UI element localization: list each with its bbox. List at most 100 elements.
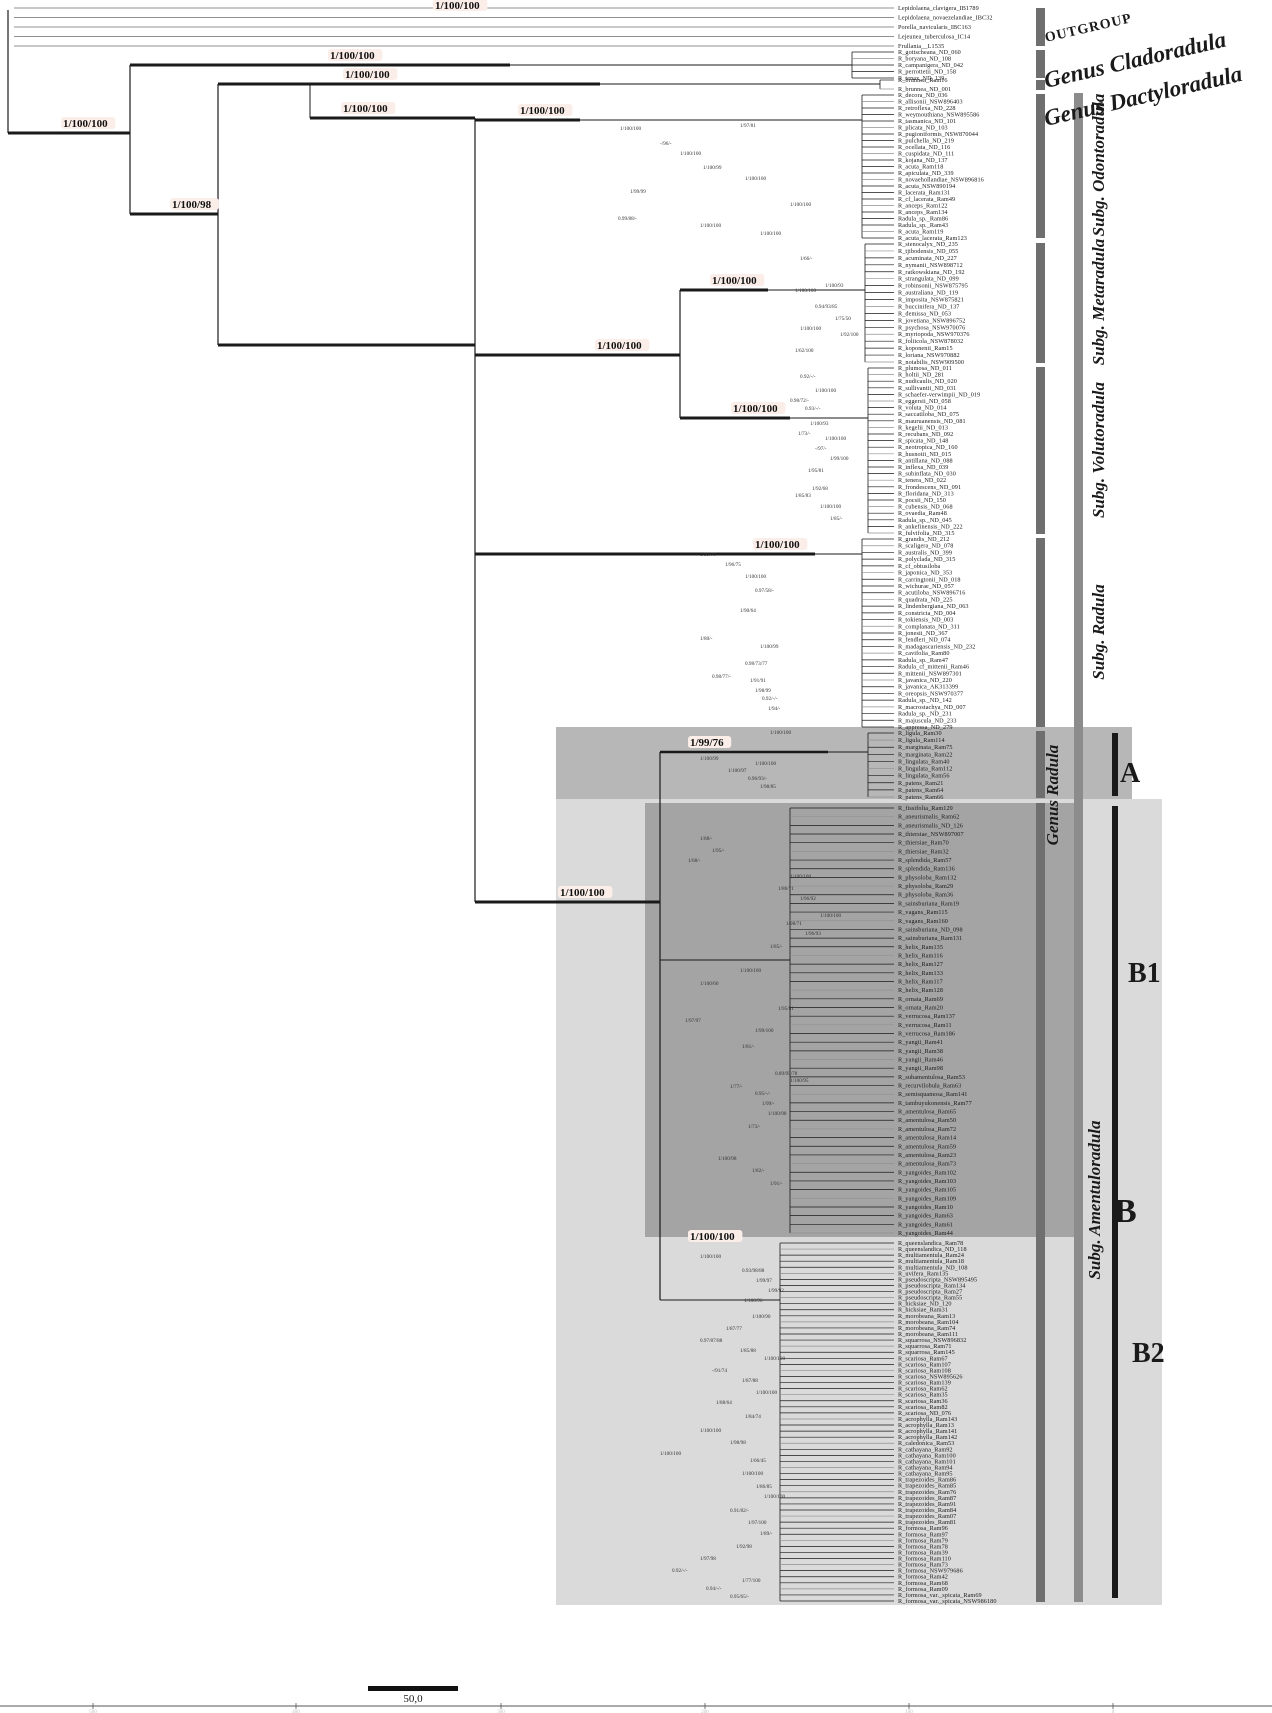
tip-label: R_anceps_Ram134 (898, 209, 948, 216)
support-value: 0.98/72/- (790, 398, 809, 404)
tip-label: R_scariosa_NSW895626 (898, 1373, 963, 1380)
tip-label: Radula_sp._Ram86 (898, 216, 948, 223)
tip-label: R_fissifolia_Ram129 (898, 805, 953, 812)
tip-label: R_macrostachya_ND_007 (898, 704, 966, 711)
tip-label: R_myriopoda_NSW970376 (898, 331, 970, 338)
subg-volutoradula-label: Subg. Volutoradula (1089, 381, 1108, 518)
tip-label: R_brunnea_ND_001 (898, 86, 951, 93)
tip-label: R_vagans_Ram160 (898, 918, 948, 925)
tip-label: R_amentulosa_Ram72 (898, 1126, 956, 1133)
support-value: 0.97/87/88 (700, 1338, 723, 1344)
support-value: 1/68/- (688, 858, 701, 864)
support-value: 1/98/71 (786, 921, 802, 927)
support-value: 1/85/83 (795, 493, 811, 499)
tip-label: R_trapezoides_Ram76 (898, 1489, 956, 1496)
tip-label: R_splendida_Ram57 (898, 857, 952, 864)
support-value: 1/73/- (798, 431, 811, 437)
tip-label: R_subinflata_ND_030 (898, 471, 956, 478)
tip-label: R_pseudoscripta_Ram134 (898, 1282, 966, 1289)
support-value: 1/95/81 (808, 468, 824, 474)
subgenus-bar (1036, 538, 1045, 727)
tip-label: R_queenslandica_Ram78 (898, 1240, 963, 1247)
subgenus-bar (1036, 80, 1045, 90)
tip-label: R_thiersiae_Ram32 (898, 848, 949, 855)
tip-label: R_javanica_AK313399 (898, 684, 958, 691)
tip-label: R_pulchella_ND_219 (898, 138, 954, 145)
tip-label: R_physoloba_Ram132 (898, 874, 957, 881)
genus-radula-label: Genus Radula (1043, 744, 1062, 845)
tip-label: R_jonesii_ND_367 (898, 630, 948, 637)
tip-label: R_squarrosa_Ram71 (898, 1343, 952, 1350)
tip-label: R_plumosa_ND_011 (898, 365, 952, 372)
tip-label: R_formosa_Ram110 (898, 1556, 951, 1563)
support-value: 1/100/100 (745, 574, 766, 580)
tip-label: R_loriana_NSW970882 (898, 352, 960, 359)
tip-label: R_perrottetii_ND_158 (898, 69, 956, 76)
tip-label: R_caledonica_Ram53 (898, 1440, 954, 1447)
subgenus-bar (1036, 50, 1045, 78)
tip-label: R_javanica_ND_220 (898, 677, 952, 684)
tip-label: R_fendleri_ND_074 (898, 637, 951, 644)
tip-label: R_formosa_Ram97 (898, 1531, 948, 1538)
tip-label: R_lacerata_Ram131 (898, 190, 950, 197)
tip-label: R_lindenbergiana_ND_063 (898, 603, 969, 610)
support-value: 1/100/100 (795, 288, 816, 294)
tip-label: R_acrophylla_Ram142 (898, 1434, 957, 1441)
tip-label: R_kegelii_ND_013 (898, 424, 948, 431)
subg-odontoradula-label: Subg. Odontoradula (1089, 93, 1108, 236)
tip-label: R_formosa_var._spicata_Ram69 (898, 1592, 982, 1599)
support-value: 1/96/92 (800, 896, 816, 902)
support-value-bold: 1/100/100 (330, 50, 375, 62)
tip-label: R_helix_Ram135 (898, 944, 943, 951)
tip-label: R_tasmanica_ND_101 (898, 118, 956, 125)
support-halo (343, 68, 398, 80)
subg-radula-label: Subg. Radula (1089, 584, 1108, 680)
bottom-ruler: 500 400 300 200 100 0 (0, 1703, 1272, 1713)
support-value: 1/99/99 (630, 189, 646, 195)
tip-label: R_aneurismalis_ND_126 (898, 822, 963, 829)
tip-label: R_ankefinensis_ND_222 (898, 523, 963, 530)
support-value: 1/94/- (768, 706, 781, 712)
tip-label: R_cuspidata_ND_111 (898, 151, 954, 158)
tip-label: Radula_sp._ND_142 (898, 697, 952, 704)
tip-label: R_tenax_ND_139 (898, 75, 944, 82)
tip-label: R_helix_Ram116 (898, 952, 943, 959)
support-value: 1/91/91 (750, 678, 766, 684)
tip-label: R_ratkowskiana_ND_192 (898, 269, 965, 276)
support-value: 0.99/88/- (618, 216, 637, 222)
support-value: 1/100/100 (800, 326, 821, 332)
support-halo (753, 538, 808, 550)
tip-label: R_yangoides_Ram10 (898, 1204, 953, 1211)
tip-label: R_lingulata_Ram112 (898, 766, 953, 773)
tip-label: R_cathayana_Ram95 (898, 1471, 953, 1478)
ruler-tick-label: 100 (905, 1710, 913, 1713)
tip-label: R_amentulosa_Ram59 (898, 1143, 956, 1150)
support-value: 1/99/78 (700, 552, 716, 558)
support-value: 0.92/-/- (672, 1568, 688, 1574)
tip-label: R_formosa_var._spicata_NSW986180 (898, 1598, 997, 1605)
subgenus-bar (1036, 367, 1045, 534)
support-value: 1/100/100 (820, 913, 841, 919)
tip-label: R_thiersiae_NSW897007 (898, 831, 964, 838)
tip-label: R_appressa_ND_279 (898, 724, 953, 731)
tip-label: Radula_sp._ND_231 (898, 711, 952, 718)
support-value: 1/100/90 (752, 1314, 771, 1320)
support-value: 1/95/81 (778, 1006, 794, 1012)
tip-label: R_spicata_ND_148 (898, 438, 948, 445)
support-value: 1/100/95 (790, 1078, 809, 1084)
support-value: 1/100/100 (770, 730, 791, 736)
support-value-bold: 1/100/100 (63, 118, 108, 130)
support-value: 1/62/100 (795, 348, 814, 354)
tip-label: R_ovaedia_Ram48 (898, 510, 947, 517)
tip-label: R_majuscula_ND_233 (898, 717, 957, 724)
tip-label: R_demissa_ND_053 (898, 310, 951, 317)
support-value: 1/99/92 (768, 1288, 784, 1294)
support-value: 1/85/- (830, 516, 843, 522)
support-value: 1/87/88 (742, 1378, 758, 1384)
support-value: 1/96/75 (725, 562, 741, 568)
genus-radula-bar (1074, 93, 1083, 1602)
support-value: 0.92/-/- (800, 374, 816, 380)
tip-label: R_formosa_Ram39 (898, 1549, 948, 1556)
tip-label: R_yangoides_Ram102 (898, 1169, 956, 1176)
